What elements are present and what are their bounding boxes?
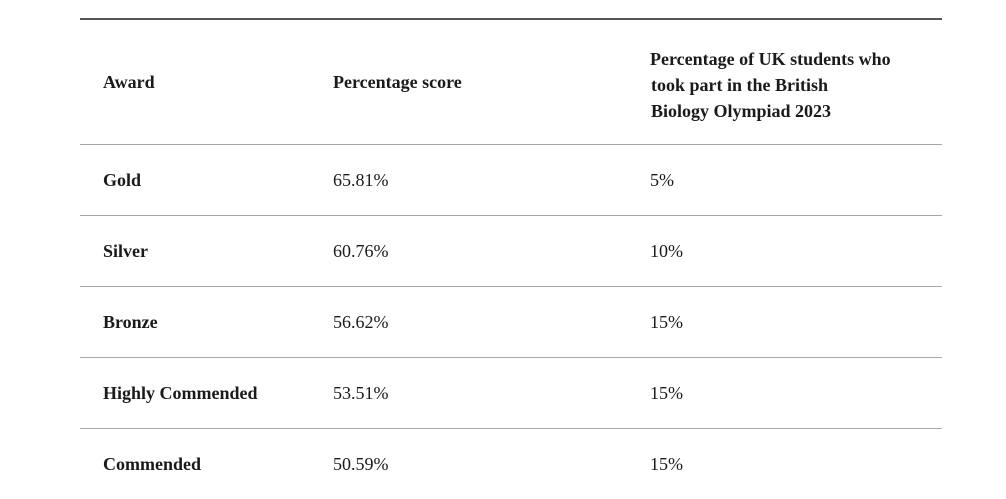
table-row: Commended 50.59% 15% [80,429,942,499]
table-row: Highly Commended 53.51% 15% [80,358,942,429]
score-cell: 53.51% [333,382,389,403]
award-cell: Silver [103,240,148,261]
score-cell: 60.76% [333,240,389,261]
score-cell: 56.62% [333,311,389,332]
score-cell: 50.59% [333,453,389,474]
table-row: Gold 65.81% 5% [80,145,942,216]
header-participants-line-3: Biology Olympiad 2023 [651,101,832,121]
table-header-row: Award Percentage score Percentage of UK … [80,20,942,145]
participants-cell: 5% [650,169,674,190]
participants-cell: 10% [650,240,683,261]
header-percentage-score: Percentage score [333,71,462,92]
participants-cell: 15% [650,453,683,474]
header-participants: Percentage of UK students who took part … [650,46,940,124]
table-row: Silver 60.76% 10% [80,216,942,287]
award-cell: Highly Commended [103,382,258,403]
awards-table: Award Percentage score Percentage of UK … [80,18,942,499]
header-participants-line-1: Percentage of UK students who [650,49,891,69]
award-cell: Commended [103,453,201,474]
participants-cell: 15% [650,311,683,332]
header-participants-line-2: took part in the British [651,75,829,95]
header-award: Award [103,71,155,92]
participants-cell: 15% [650,382,683,403]
table-row: Bronze 56.62% 15% [80,287,942,358]
score-cell: 65.81% [333,169,389,190]
award-cell: Bronze [103,311,158,332]
award-cell: Gold [103,169,142,190]
